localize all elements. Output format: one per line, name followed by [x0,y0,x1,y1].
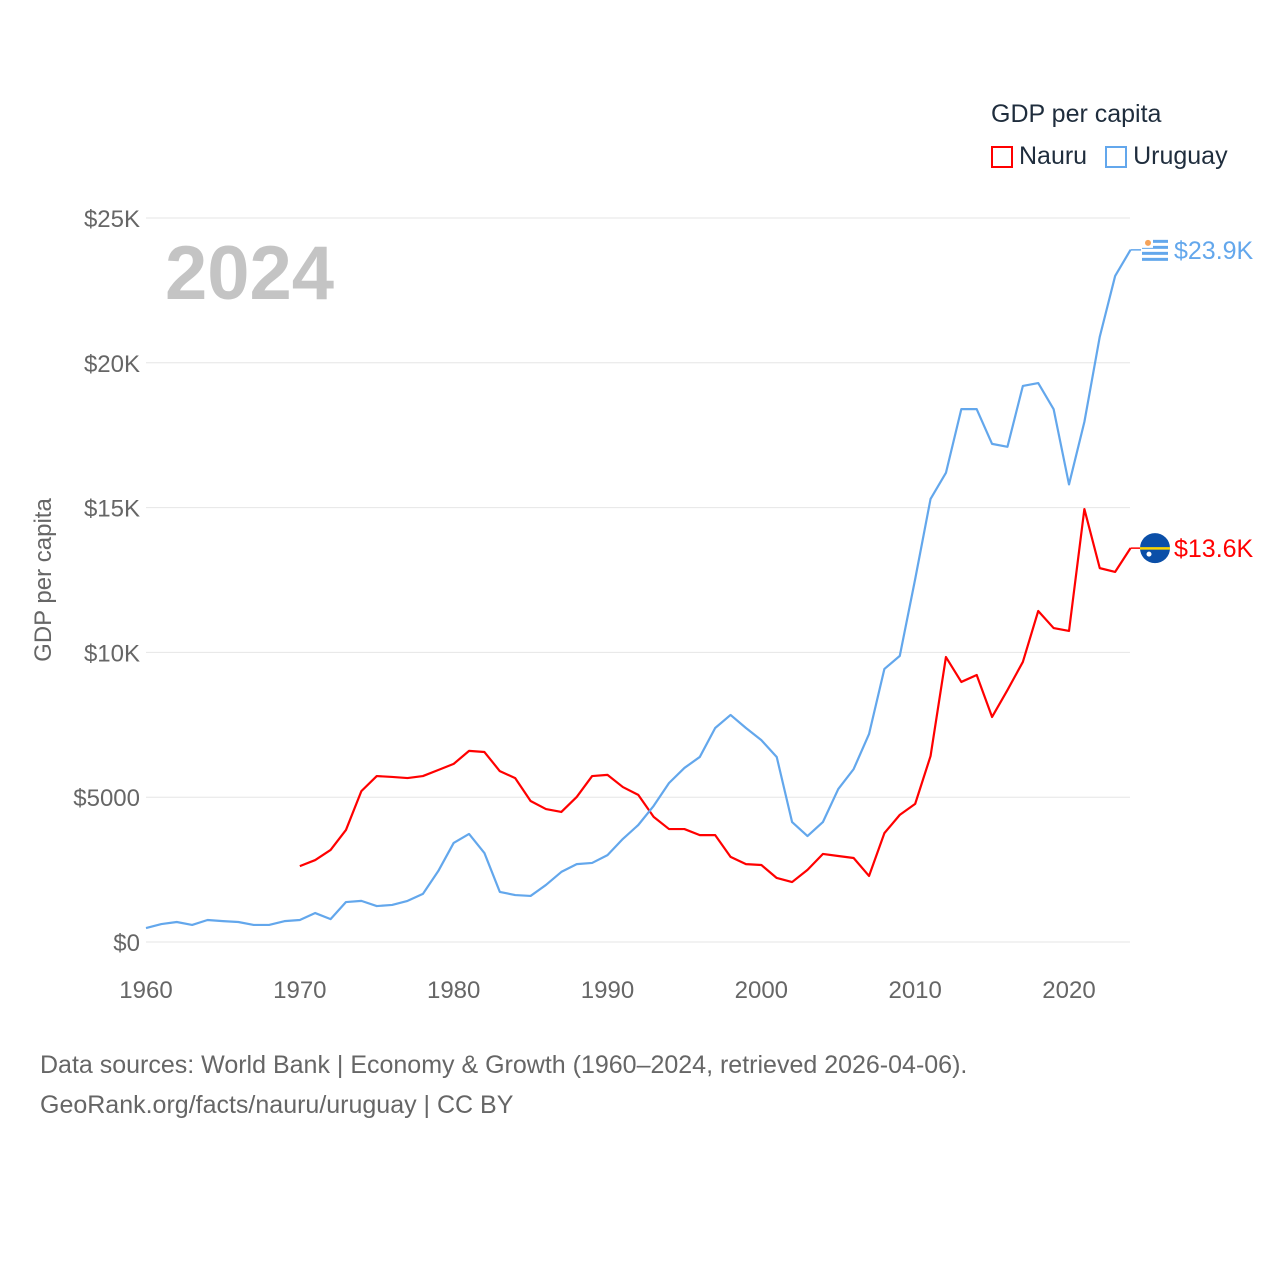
uruguay-flag-stripe [1142,245,1168,249]
legend-label-nauru: Nauru [1019,142,1088,170]
x-tick-label: 2020 [1042,977,1095,1004]
end-value-label: $13.6K [1174,535,1254,563]
y-tick-label: $25K [84,206,140,233]
legend: Nauru Uruguay [991,142,1228,171]
nauru-flag-stripe [1140,547,1170,550]
source-line-2[interactable]: GeoRank.org/facts/nauru/uruguay | CC BY [40,1091,514,1119]
x-tick-label: 2010 [888,977,941,1004]
x-tick-label: 1960 [119,977,172,1004]
uruguay-flag-sun [1145,239,1151,246]
source-note: Data sources: World Bank | Economy & Gro… [40,1045,967,1125]
nauru-flag-star [1146,551,1152,557]
y-tick-label: $15K [84,496,140,523]
uruguay-flag-stripe [1142,257,1168,261]
source-line-1: Data sources: World Bank | Economy & Gro… [40,1051,968,1079]
legend-swatch-uruguay [1105,145,1128,168]
x-tick-label: 1970 [273,977,326,1004]
x-tick-label: 2000 [735,977,788,1004]
y-axis-label: GDP per capita [30,498,57,662]
y-tick-label: $0 [113,930,140,957]
year-label: 2024 [165,231,335,316]
uruguay-flag-stripe [1142,251,1168,255]
y-tick-label: $10K [84,640,140,667]
legend-title: GDP per capita [991,100,1162,128]
legend-swatch-nauru [991,145,1013,168]
y-tick-label: $20K [84,351,140,378]
series-line-nauru [299,507,1132,884]
legend-item-uruguay[interactable]: Uruguay [1105,142,1228,171]
series-line-uruguay [145,249,1132,930]
end-value-label: $23.9K [1174,237,1254,265]
x-tick-label: 1980 [427,977,480,1004]
legend-item-nauru[interactable]: Nauru [991,142,1087,171]
legend-label-uruguay: Uruguay [1133,142,1228,170]
x-tick-label: 1990 [581,977,634,1004]
y-tick-label: $5000 [73,785,140,812]
uruguay-flag-stripe [1142,239,1168,243]
